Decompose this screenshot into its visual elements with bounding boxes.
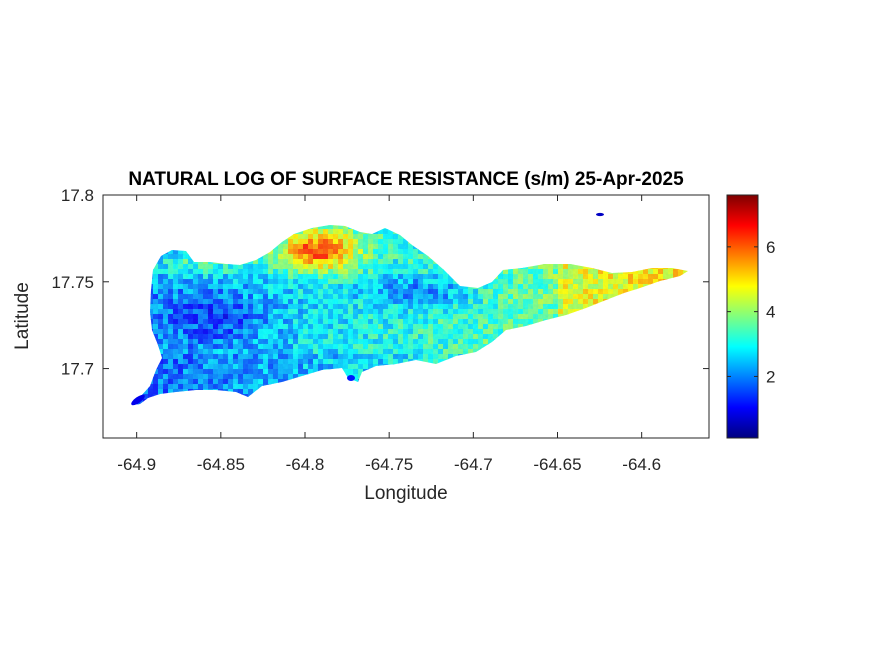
x-tick-label: -64.9 [117,455,156,474]
islet-cell [596,212,604,217]
y-tick-label: 17.8 [61,186,94,205]
colorbar-tick-label: 2 [766,367,775,386]
x-tick-label: -64.8 [286,455,325,474]
y-axis-label: Latitude [12,282,33,350]
southwest-point-cell [131,394,145,406]
south-cove-cell [347,375,355,381]
x-tick-label: -64.85 [197,455,245,474]
x-tick-label: -64.7 [454,455,493,474]
colorbar [726,194,759,439]
y-axis: 17.7 17.75 17.8 [51,186,709,379]
colorbar-ticks: 2 4 6 [727,238,775,386]
x-axis-label: Longitude [364,483,447,504]
y-tick-label: 17.75 [51,273,94,292]
x-tick-label: -64.75 [365,455,413,474]
colorbar-tick-label: 4 [766,303,775,322]
y-tick-label: 17.7 [61,360,94,379]
x-tick-label: -64.6 [622,455,661,474]
plot-box [102,194,710,439]
x-tick-label: -64.65 [533,455,581,474]
x-axis: -64.9 -64.85 -64.8 -64.75 -64.7 -64.65 -64.6 [117,195,661,474]
islet-raster [131,212,604,406]
colorbar-tick-label: 6 [766,238,775,257]
map-title: NATURAL LOG OF SURFACE RESISTANCE (s/m) … [128,169,684,190]
